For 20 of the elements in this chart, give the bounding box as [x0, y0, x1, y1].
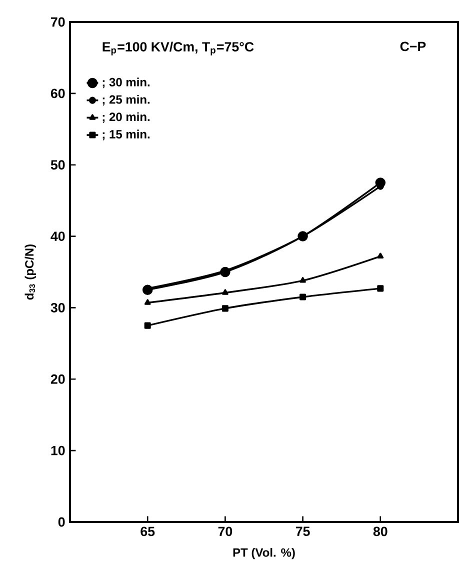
y-tick-label: 0 — [58, 517, 65, 527]
y-tick-label: 10 — [51, 446, 65, 456]
legend-label: ; 25 min. — [102, 94, 150, 106]
y-axis-title: d$_{33}$ (pC/N) — [24, 244, 36, 300]
x-tick-label: 65 — [140, 526, 155, 536]
y-tick-label: 30 — [50, 302, 65, 312]
annotation: C−P — [400, 42, 426, 52]
y-tick-label: 70 — [51, 17, 65, 27]
y-tick-label: 50 — [50, 160, 65, 170]
y-tick-label: 40 — [50, 232, 65, 241]
y-tick-label: 60 — [50, 88, 65, 98]
legend-title: E$_{p}$=100 KV/Cm, T$_{p}$=75°C — [102, 42, 254, 56]
legend-label: ; 15 min. — [102, 130, 150, 140]
x-tick-label: 80 — [373, 526, 388, 536]
legend-label: ; 30 min. — [102, 78, 150, 88]
legend-label: ; 20 min. — [102, 112, 150, 123]
x-tick-label: 70 — [218, 526, 232, 536]
x-tick-label: 75 — [296, 526, 310, 536]
x-axis-title: PT (Vol. %) — [233, 548, 295, 560]
y-tick-label: 20 — [50, 374, 65, 384]
